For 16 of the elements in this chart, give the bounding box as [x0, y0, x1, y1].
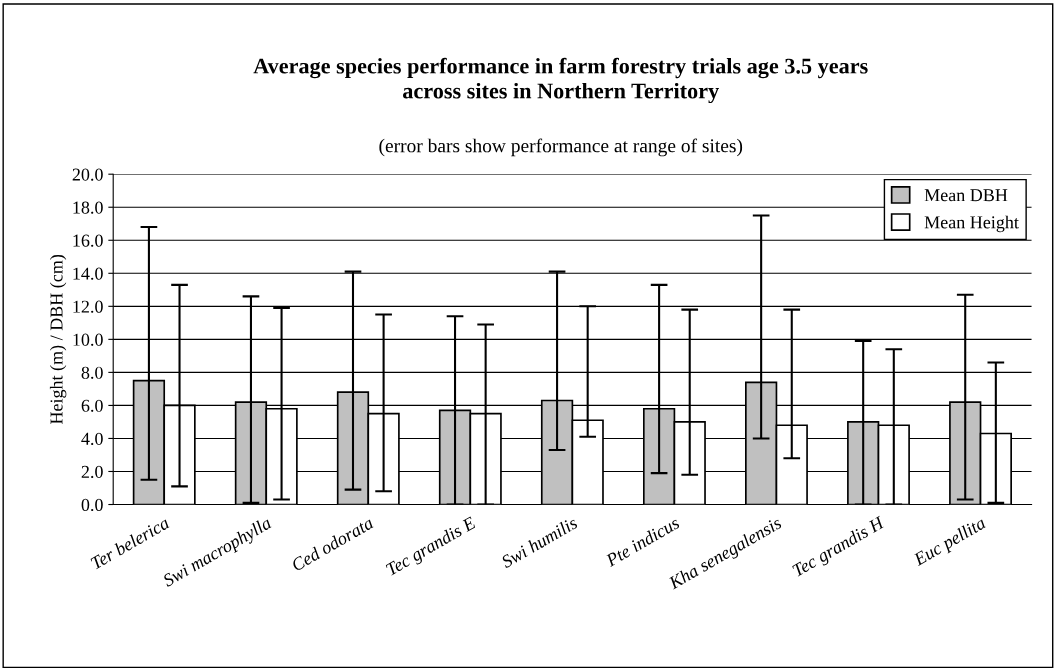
y-tick-label: 8.0 — [81, 366, 103, 379]
chart-title: Average species performance in farm forestry trials age 3.5 years across sites in Northern Territory — [253, 57, 868, 104]
y-tick-label: 18.0 — [73, 201, 103, 214]
legend-label: Mean Height — [924, 215, 1019, 233]
y-tick-label: 10.0 — [73, 333, 103, 346]
y-tick-label: 14.0 — [73, 267, 103, 280]
y-tick-label: 6.0 — [81, 399, 103, 412]
y-axis-title: Height (m) / DBH (cm) — [49, 254, 67, 425]
y-tick-label: 12.0 — [73, 300, 103, 313]
y-tick-label: 2.0 — [81, 465, 103, 478]
legend-label: Mean DBH — [924, 189, 1008, 202]
y-tick-label: 4.0 — [81, 432, 103, 445]
y-tick-label: 20.0 — [72, 168, 103, 181]
y-tick-label: 0.0 — [81, 498, 103, 512]
chart-subtitle: (error bars show performance at range of sites) — [379, 138, 743, 157]
y-tick-label: 16.0 — [73, 234, 103, 247]
